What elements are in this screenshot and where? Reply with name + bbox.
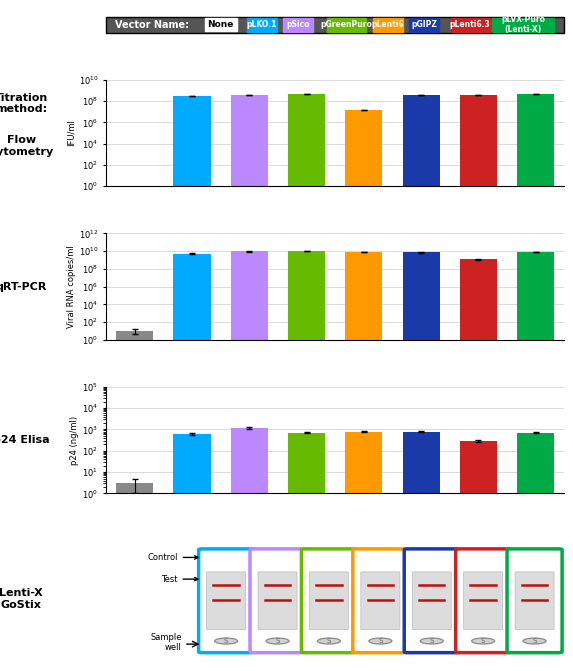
Text: pLKO.1: pLKO.1 (246, 20, 277, 30)
Text: S: S (276, 638, 280, 644)
Circle shape (215, 638, 238, 644)
Circle shape (472, 638, 494, 644)
Text: S: S (532, 638, 537, 644)
FancyBboxPatch shape (250, 549, 305, 653)
Bar (230, 251, 268, 671)
Bar (402, 95, 440, 671)
Bar (517, 252, 555, 671)
Text: None: None (207, 20, 234, 30)
FancyBboxPatch shape (361, 572, 400, 629)
FancyBboxPatch shape (205, 18, 237, 32)
Text: Vector Name:: Vector Name: (115, 19, 189, 30)
Text: pLVX-Puro
(Lenti-X): pLVX-Puro (Lenti-X) (501, 15, 545, 34)
FancyBboxPatch shape (207, 572, 246, 629)
Circle shape (369, 638, 392, 644)
FancyBboxPatch shape (492, 17, 554, 32)
Circle shape (317, 638, 340, 644)
Text: Flow
Cytometry: Flow Cytometry (0, 135, 54, 156)
Circle shape (523, 638, 546, 644)
FancyBboxPatch shape (412, 572, 452, 629)
Bar (460, 441, 497, 671)
Bar (288, 251, 325, 671)
Bar (116, 483, 154, 671)
Bar (346, 252, 383, 671)
Text: S: S (378, 638, 383, 644)
Circle shape (421, 638, 444, 644)
FancyBboxPatch shape (507, 549, 562, 653)
FancyBboxPatch shape (515, 572, 554, 629)
Bar (402, 252, 440, 671)
Text: pSico: pSico (286, 20, 310, 30)
FancyBboxPatch shape (353, 549, 408, 653)
Bar (346, 110, 383, 671)
FancyBboxPatch shape (327, 17, 366, 32)
FancyBboxPatch shape (301, 549, 356, 653)
FancyBboxPatch shape (106, 17, 564, 33)
Bar (174, 434, 211, 671)
FancyBboxPatch shape (258, 572, 297, 629)
Y-axis label: IFU/ml: IFU/ml (67, 119, 76, 146)
Text: S: S (224, 638, 228, 644)
Bar (517, 94, 555, 671)
Text: Lenti-X
GoStix: Lenti-X GoStix (0, 588, 43, 610)
Y-axis label: p24 (ng/ml): p24 (ng/ml) (70, 415, 80, 465)
FancyBboxPatch shape (404, 549, 460, 653)
Bar (517, 433, 555, 671)
FancyBboxPatch shape (373, 17, 403, 32)
FancyBboxPatch shape (199, 549, 254, 653)
Text: pGreenPuro: pGreenPuro (320, 20, 372, 30)
Bar (230, 95, 268, 671)
Text: qRT-PCR: qRT-PCR (0, 282, 47, 292)
Text: pLenti6.3: pLenti6.3 (450, 20, 490, 30)
Bar (460, 95, 497, 671)
Bar (402, 431, 440, 671)
Bar (174, 254, 211, 671)
Bar (288, 433, 325, 671)
FancyBboxPatch shape (464, 572, 503, 629)
Text: pLenti6: pLenti6 (371, 20, 404, 30)
Text: S: S (327, 638, 331, 644)
Text: pGIPZ: pGIPZ (411, 20, 437, 30)
FancyBboxPatch shape (247, 17, 277, 32)
FancyBboxPatch shape (410, 17, 439, 32)
Text: Control: Control (147, 553, 198, 562)
FancyBboxPatch shape (309, 572, 348, 629)
Text: S: S (481, 638, 485, 644)
Text: Sample
well: Sample well (150, 633, 182, 652)
Text: S: S (430, 638, 434, 644)
Text: Test: Test (161, 574, 198, 584)
FancyBboxPatch shape (284, 17, 313, 32)
Bar (288, 94, 325, 671)
Bar (116, 331, 154, 671)
Bar (460, 259, 497, 671)
FancyBboxPatch shape (456, 549, 511, 653)
Y-axis label: Viral RNA copies/ml: Viral RNA copies/ml (67, 245, 76, 328)
Text: p24 Elisa: p24 Elisa (0, 435, 49, 445)
Circle shape (266, 638, 289, 644)
Text: Titration
method:: Titration method: (0, 93, 48, 114)
Bar (230, 428, 268, 671)
Bar (174, 96, 211, 671)
FancyBboxPatch shape (451, 17, 490, 32)
Bar (346, 431, 383, 671)
